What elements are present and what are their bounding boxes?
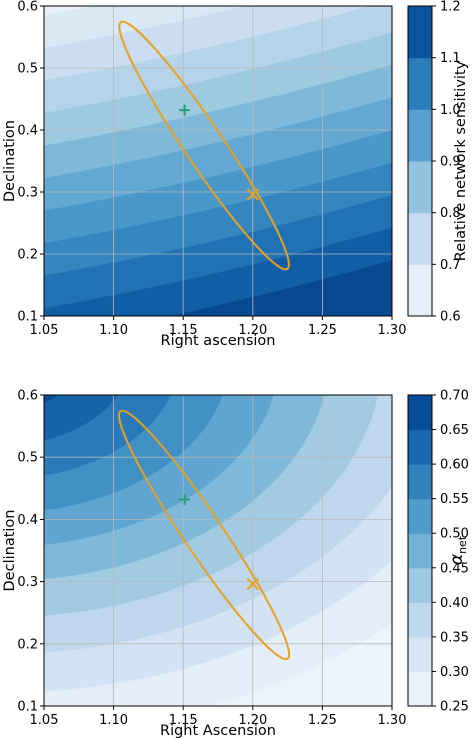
colorbar-tick-label: 0.50 — [440, 527, 469, 542]
y-tick-label: 0.2 — [17, 637, 38, 652]
x-axis-label-bottom: Right Ascension — [160, 723, 276, 738]
colorbar-frame — [407, 394, 433, 707]
x-tick-label: 1.05 — [30, 713, 59, 728]
colorbar-segment — [408, 161, 432, 214]
colorbar-tick-label: 0.35 — [440, 630, 469, 645]
x-tick-label: 1.10 — [99, 713, 128, 728]
y-ticks-top: 0.1 0.2 0.3 0.4 0.5 0.6 — [17, 0, 44, 325]
colorbar-tick-label: 0.7 — [440, 258, 461, 273]
contour-band — [44, 395, 118, 441]
error-ellipse — [118, 20, 290, 271]
colorbar-segment — [408, 533, 432, 569]
overlay-top — [118, 20, 290, 271]
colorbar-segment — [408, 212, 432, 265]
plus-marker — [179, 104, 191, 116]
colorbar-label-symbol: α — [447, 554, 467, 565]
contour-band — [44, 395, 59, 403]
colorbar-tick-label: 0.55 — [440, 492, 469, 507]
colorbar-segment — [408, 109, 432, 162]
y-axis-label-bottom: Declination — [2, 510, 18, 592]
y-tick-label: 0.1 — [17, 310, 38, 325]
colorbar-tick-label: 0.8 — [440, 206, 461, 221]
y-tick-label: 0.4 — [17, 513, 38, 528]
colorbar-segment — [408, 264, 432, 317]
colorbar-tick-label: 0.70 — [440, 389, 469, 404]
x-tick-label: 1.20 — [238, 713, 267, 728]
x-tick-label: 1.30 — [378, 713, 407, 728]
colorbar-tick-label: 0.40 — [440, 596, 469, 611]
x-tick-label: 1.05 — [30, 323, 59, 338]
plot-frame-bottom — [43, 394, 393, 707]
colorbar-segment — [408, 395, 432, 431]
y-tick-label: 0.5 — [17, 62, 38, 77]
y-tick-label: 0.5 — [17, 451, 38, 466]
colorbar-label-bottom: αnet — [447, 535, 469, 565]
colorbar-segment — [408, 498, 432, 534]
y-tick-label: 0.3 — [17, 186, 38, 201]
colorbar-tick-label: 1.1 — [440, 51, 461, 66]
y-tick-label: 0.3 — [17, 575, 38, 590]
y-tick-label: 0.4 — [17, 124, 38, 139]
y-tick-label: 0.2 — [17, 248, 38, 263]
grid-top — [44, 6, 392, 316]
colorbar-bottom — [407, 394, 433, 707]
plot-frame-top — [43, 5, 393, 317]
colorbar-tick-label: 1.0 — [440, 103, 461, 118]
y-ticks-bottom: 0.1 0.2 0.3 0.4 0.5 0.6 — [17, 389, 44, 715]
colorbar-tick-label: 0.45 — [440, 561, 469, 576]
colorbar-ticks-bottom: 0.25 0.30 0.35 0.40 0.45 0.50 0.55 0.60 0.65 0.70 — [432, 389, 469, 715]
cross-marker — [246, 577, 260, 591]
colorbar-segment — [408, 429, 432, 465]
colorbar-tick-label: 0.65 — [440, 423, 469, 438]
contour-fill-top — [44, 6, 392, 316]
y-tick-label: 0.1 — [17, 700, 38, 715]
x-tick-label: 1.25 — [308, 713, 337, 728]
x-tick-label: 1.15 — [169, 323, 198, 338]
colorbar-segment — [408, 671, 432, 707]
y-axis-label-top: Declination — [2, 120, 18, 202]
colorbar-tick-label: 0.25 — [440, 700, 469, 715]
cross-marker — [246, 188, 260, 201]
colorbar-tick-label: 0.60 — [440, 458, 469, 473]
colorbar-ticks-top: 0.6 0.7 0.8 0.9 1.0 1.1 1.2 — [432, 0, 461, 325]
colorbar-segment — [408, 567, 432, 603]
x-tick-label: 1.30 — [378, 323, 407, 338]
contour-band — [44, 6, 95, 16]
colorbar-tick-label: 0.9 — [440, 155, 461, 170]
y-tick-label: 0.6 — [17, 0, 38, 15]
colorbar-label-top: Relative network sensitivity — [453, 60, 469, 261]
contour-band — [44, 6, 245, 48]
plus-marker — [179, 493, 191, 505]
colorbar-tick-label: 1.2 — [440, 0, 461, 15]
overlay-bottom — [118, 409, 291, 661]
panel-top: 1.05 1.10 1.15 1.20 1.25 1.30 0.1 0.2 0.3 0.4 0.5… — [2, 0, 469, 349]
colorbar-tick-label: 0.30 — [440, 665, 469, 680]
colorbar-top — [407, 5, 433, 317]
x-ticks-bottom: 1.05 1.10 1.15 1.20 1.25 1.30 — [30, 706, 407, 728]
y-tick-label: 0.6 — [17, 389, 38, 404]
x-tick-label: 1.25 — [308, 323, 337, 338]
x-axis-label-top: Right ascension — [161, 333, 276, 349]
colorbar-segment — [408, 57, 432, 110]
x-tick-label: 1.10 — [99, 323, 128, 338]
colorbar-segment — [408, 636, 432, 672]
colorbar-label-subscript: net — [456, 535, 469, 554]
x-ticks-top: 1.05 1.10 1.15 1.20 1.25 1.30 — [30, 316, 407, 338]
colorbar-segment — [408, 464, 432, 500]
x-tick-label: 1.15 — [169, 713, 198, 728]
error-ellipse — [118, 409, 291, 661]
x-tick-label: 1.20 — [238, 323, 267, 338]
colorbar-segment — [408, 602, 432, 638]
colorbar-tick-label: 0.6 — [440, 310, 461, 325]
colorbar-segment — [408, 6, 432, 59]
